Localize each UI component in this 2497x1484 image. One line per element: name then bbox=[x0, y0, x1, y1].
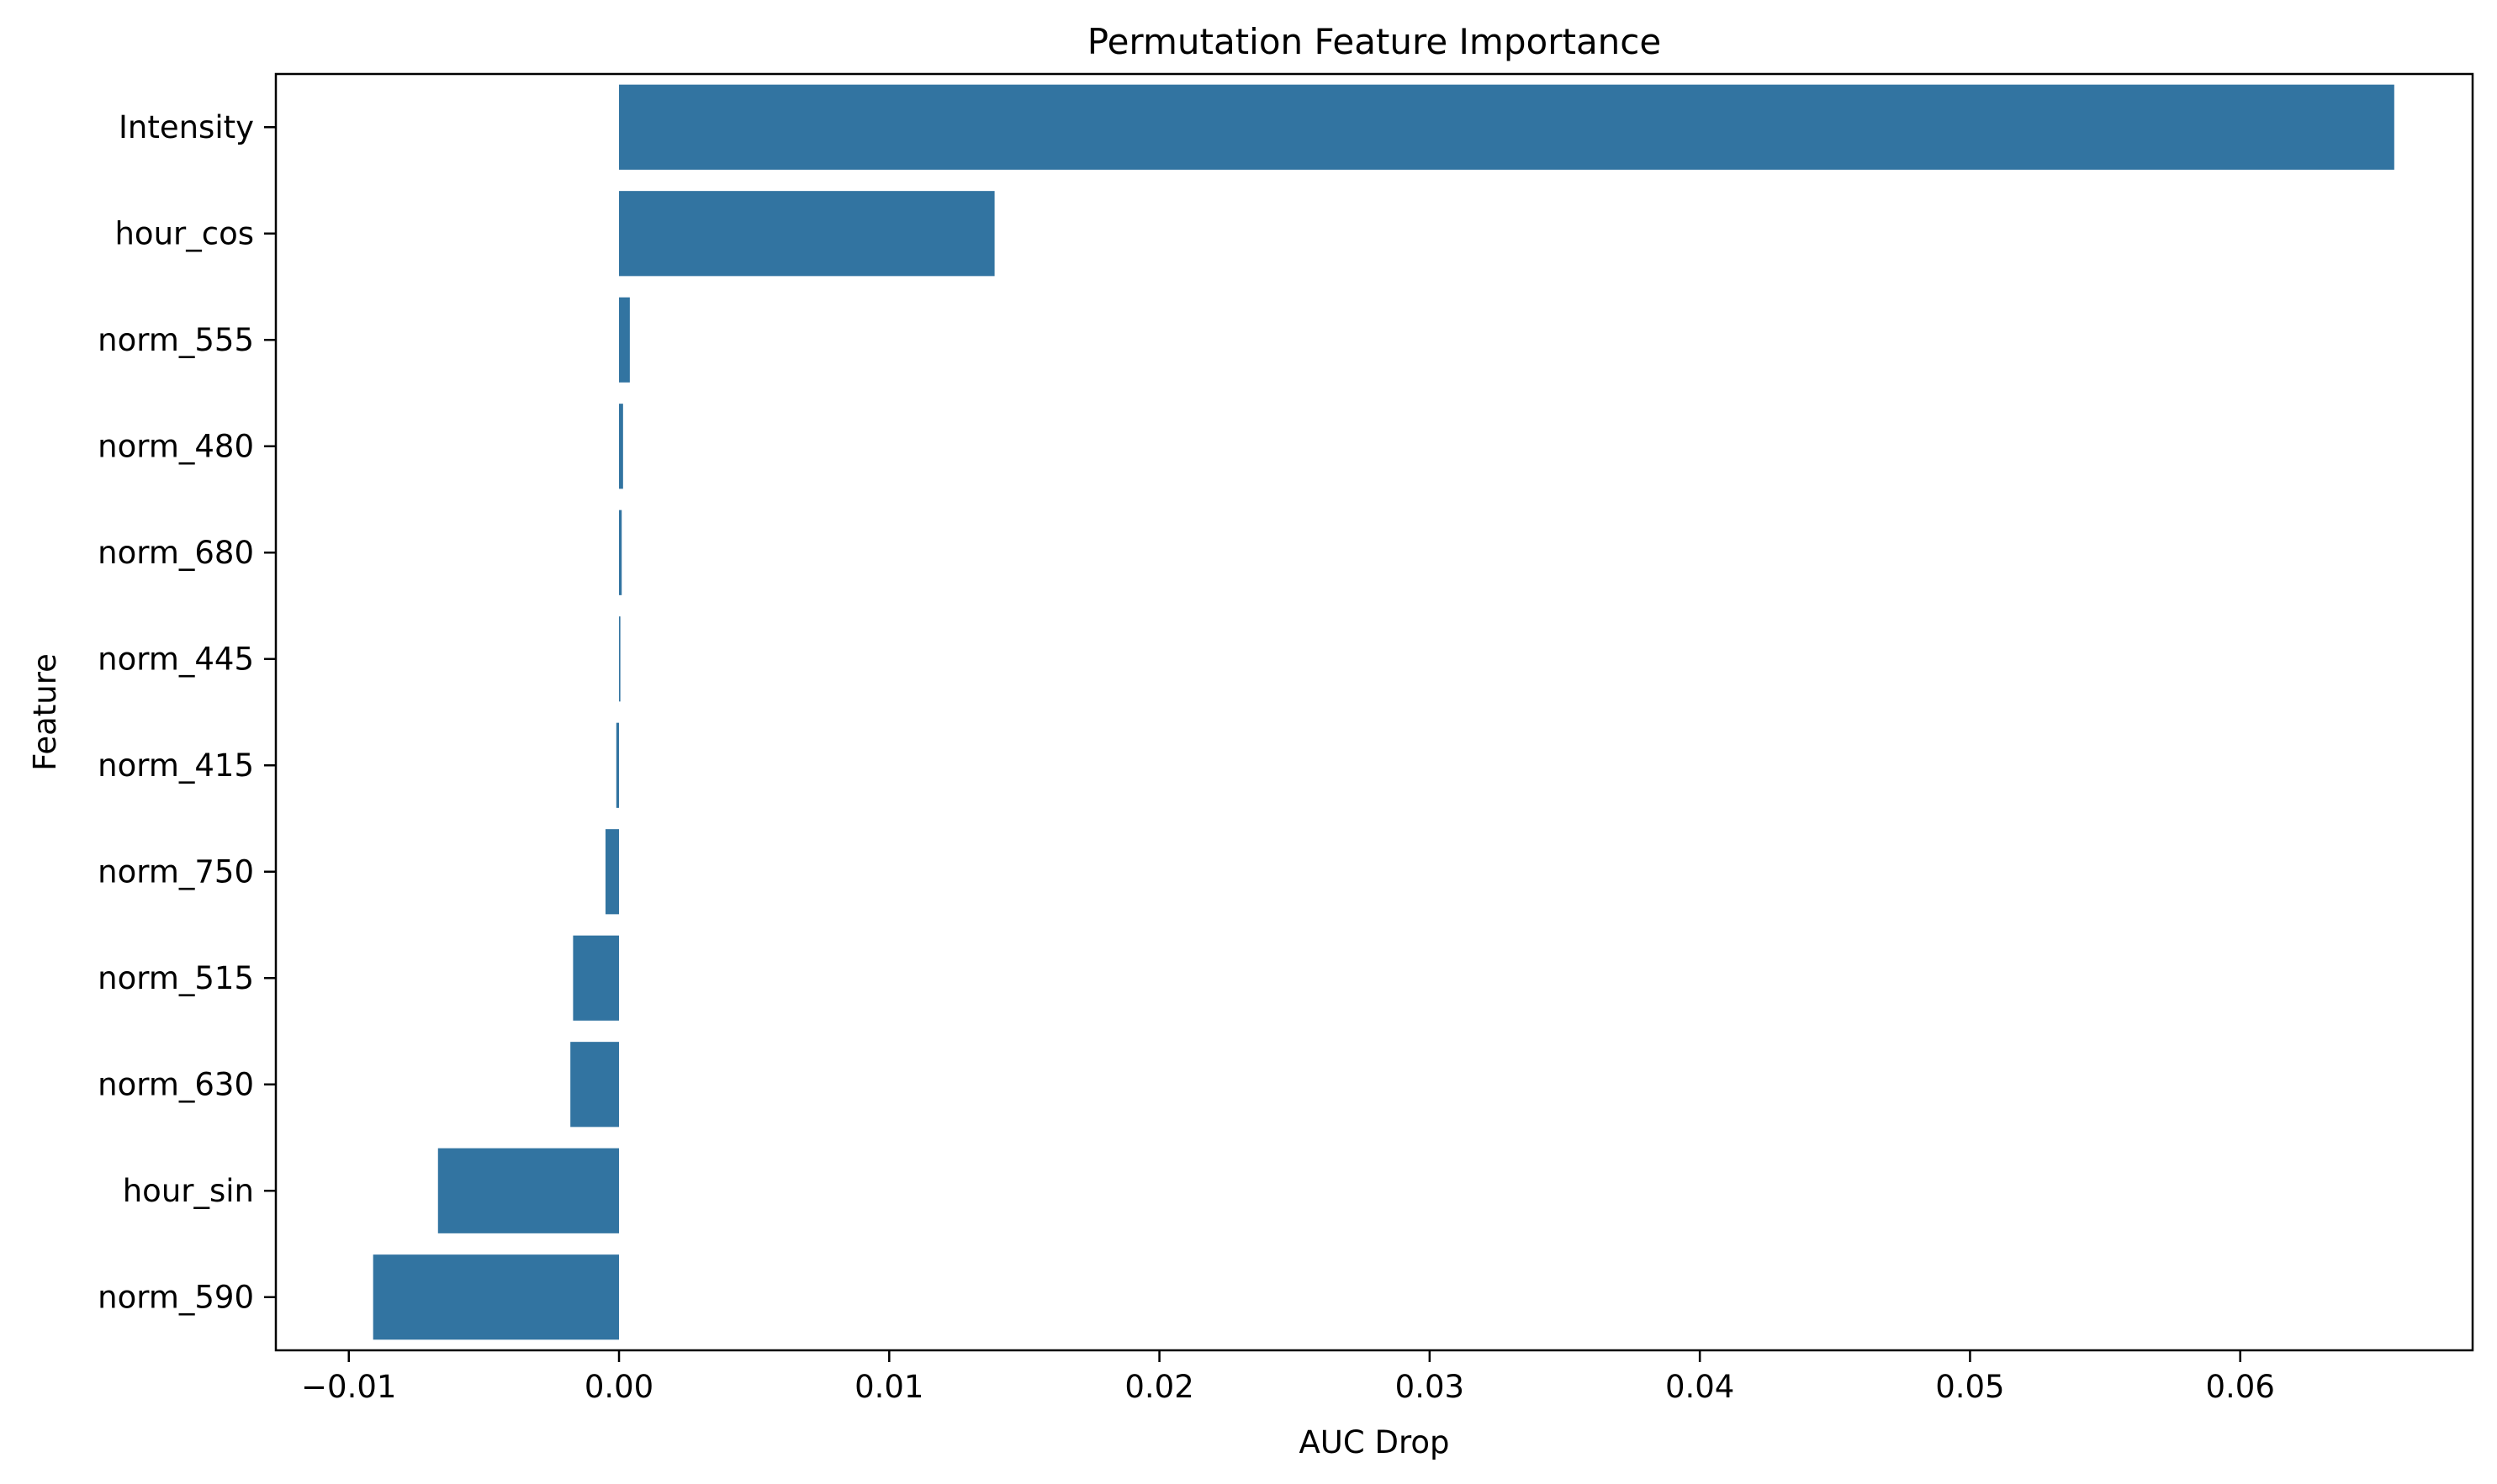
x-axis: −0.01 0.00 0.01 0.02 0.03 0.04 0.05 0.06 bbox=[301, 1350, 2275, 1405]
x-axis-label: AUC Drop bbox=[1299, 1424, 1449, 1460]
chart-title: Permutation Feature Importance bbox=[1087, 21, 1661, 62]
y-tick-label: hour_sin bbox=[123, 1173, 254, 1209]
y-tick-label: norm_750 bbox=[98, 853, 254, 890]
y-tick-label: Intensity bbox=[119, 109, 254, 145]
y-tick-label: norm_590 bbox=[98, 1279, 254, 1315]
x-tick-label: 0.05 bbox=[1935, 1369, 2004, 1405]
x-tick-label: 0.04 bbox=[1665, 1369, 1734, 1405]
bar-norm_445 bbox=[619, 616, 621, 702]
x-tick-label: −0.01 bbox=[301, 1369, 396, 1405]
y-tick-label: norm_680 bbox=[98, 535, 254, 571]
bars-group bbox=[373, 84, 2394, 1340]
bar-hour_sin bbox=[437, 1148, 620, 1233]
bar-norm_750 bbox=[605, 829, 620, 915]
x-tick-label: 0.06 bbox=[2206, 1369, 2275, 1405]
bar-norm_515 bbox=[573, 935, 620, 1021]
y-tick-label: norm_515 bbox=[98, 960, 254, 996]
bar-norm_415 bbox=[616, 722, 620, 808]
y-axis-label: Feature bbox=[27, 653, 63, 771]
y-tick-label: norm_415 bbox=[98, 747, 254, 784]
bar-Intensity bbox=[619, 84, 2394, 170]
x-tick-label: 0.03 bbox=[1395, 1369, 1464, 1405]
y-tick-label: norm_630 bbox=[98, 1066, 254, 1102]
x-tick-label: 0.02 bbox=[1124, 1369, 1193, 1405]
bar-norm_555 bbox=[619, 297, 630, 383]
bar-norm_590 bbox=[373, 1254, 620, 1340]
bar-hour_cos bbox=[619, 191, 995, 277]
y-tick-label: norm_480 bbox=[98, 428, 254, 464]
y-tick-label: norm_555 bbox=[98, 322, 254, 358]
bar-norm_630 bbox=[570, 1042, 620, 1128]
y-tick-label: hour_cos bbox=[114, 215, 254, 251]
x-tick-label: 0.01 bbox=[854, 1369, 923, 1405]
x-tick-label: 0.00 bbox=[585, 1369, 653, 1405]
y-axis: Intensity hour_cos norm_555 norm_480 norm_68… bbox=[98, 109, 276, 1315]
y-tick-label: norm_445 bbox=[98, 641, 254, 677]
plot-frame bbox=[274, 72, 2474, 1352]
bar-norm_680 bbox=[619, 510, 622, 595]
bar-norm_480 bbox=[619, 404, 623, 489]
